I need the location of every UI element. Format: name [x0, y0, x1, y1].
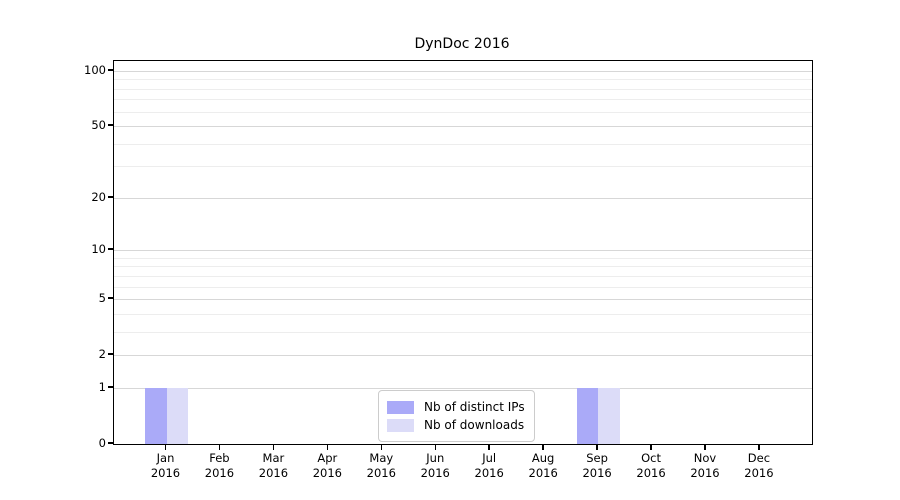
- y-tick-mark: [108, 386, 113, 388]
- bar-nb-of-distinct-ips: [576, 387, 599, 444]
- legend-label-distinct-ips: Nb of distinct IPs: [424, 400, 525, 414]
- y-gridline-minor: [114, 99, 812, 101]
- y-tick-label: 20: [91, 189, 106, 204]
- y-gridline-major: [114, 250, 812, 252]
- x-tick-label: Aug 2016: [528, 451, 558, 480]
- bar-nb-of-downloads: [598, 387, 620, 444]
- x-tick-label: Feb 2016: [204, 451, 235, 480]
- y-tick-mark: [108, 297, 113, 299]
- legend: Nb of distinct IPs Nb of downloads: [378, 390, 535, 442]
- x-tick-mark: [434, 444, 436, 450]
- x-tick-label: May 2016: [366, 451, 396, 480]
- y-gridline-minor: [114, 275, 812, 277]
- bar-nb-of-distinct-ips: [145, 387, 167, 444]
- y-gridline-minor: [114, 79, 812, 81]
- y-gridline-major: [114, 387, 812, 389]
- legend-label-downloads: Nb of downloads: [424, 418, 525, 432]
- y-tick-mark: [108, 248, 113, 250]
- y-tick-label: 10: [91, 242, 106, 257]
- x-tick-label: Nov 2016: [690, 451, 720, 480]
- y-gridline-major: [114, 197, 812, 199]
- legend-swatch-distinct-ips: [387, 400, 414, 414]
- y-gridline-major: [114, 299, 812, 301]
- y-gridline-major: [114, 126, 812, 128]
- x-tick-mark: [380, 444, 383, 450]
- y-gridline-minor: [114, 313, 812, 315]
- y-tick-mark: [108, 69, 113, 71]
- y-gridline-minor: [114, 331, 812, 333]
- y-tick-label: 5: [98, 291, 106, 306]
- x-tick-mark: [596, 444, 598, 450]
- y-tick-label: 0: [98, 436, 106, 450]
- y-gridline-minor: [114, 88, 812, 90]
- y-tick-label: 50: [91, 118, 106, 133]
- plot-area: [113, 60, 813, 445]
- x-tick-mark: [650, 444, 652, 450]
- x-tick-label: Apr 2016: [312, 451, 342, 480]
- x-tick-mark: [542, 444, 544, 450]
- y-tick-mark: [108, 124, 113, 126]
- y-gridline-minor: [114, 286, 812, 288]
- x-tick-label: Dec 2016: [744, 451, 774, 480]
- legend-swatch-downloads: [387, 418, 414, 432]
- y-gridline-minor: [114, 266, 812, 268]
- legend-entry-distinct-ips: Nb of distinct IPs: [387, 398, 525, 416]
- x-tick-mark: [488, 444, 490, 450]
- x-tick-mark: [272, 444, 275, 450]
- y-gridline-minor: [114, 143, 812, 145]
- y-tick-mark: [108, 442, 113, 444]
- y-gridline-major: [114, 70, 812, 72]
- y-gridline-minor: [114, 166, 812, 168]
- bar-nb-of-downloads: [166, 387, 188, 444]
- x-tick-label: Mar 2016: [258, 451, 289, 480]
- x-tick-label: Jun 2016: [420, 451, 450, 480]
- x-tick-mark: [704, 444, 706, 450]
- legend-entry-downloads: Nb of downloads: [387, 416, 525, 434]
- y-gridline-minor: [114, 257, 812, 259]
- y-tick-mark: [108, 353, 113, 355]
- x-tick-label: Oct 2016: [636, 451, 666, 480]
- x-tick-label: Jul 2016: [474, 451, 504, 480]
- y-tick-mark: [108, 196, 113, 198]
- x-tick-mark: [326, 444, 329, 450]
- y-tick-label: 100: [84, 62, 106, 77]
- chart-title: DynDoc 2016: [414, 36, 510, 52]
- x-tick-mark: [164, 444, 167, 450]
- y-tick-label: 1: [98, 379, 106, 394]
- x-tick-label: Jan 2016: [150, 451, 181, 480]
- x-tick-mark: [218, 444, 221, 450]
- x-tick-label: Sep 2016: [582, 451, 612, 480]
- y-gridline-minor: [114, 111, 812, 113]
- y-tick-label: 2: [98, 347, 106, 362]
- x-tick-mark: [758, 444, 760, 450]
- y-gridline-major: [114, 355, 812, 357]
